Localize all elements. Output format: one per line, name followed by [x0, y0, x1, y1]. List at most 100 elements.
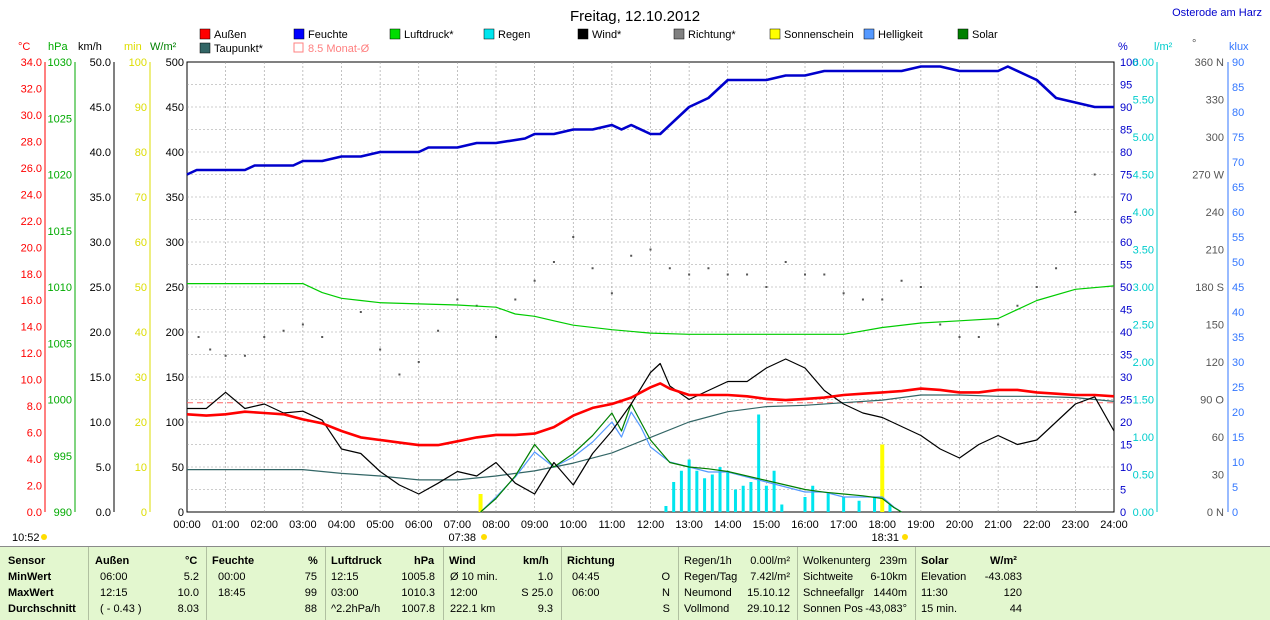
- series-richtung-point: [765, 286, 768, 288]
- stats-misc-label: Schneefallgr: [803, 587, 865, 599]
- series-richtung-point: [688, 273, 691, 276]
- sun-tick: 60: [135, 237, 147, 249]
- legend-swatch: [483, 28, 495, 40]
- wind-unit-label: km/h: [78, 41, 102, 53]
- series-regen-bar: [703, 478, 707, 512]
- series-regen-bar: [695, 470, 699, 512]
- stats-misc-value: -43,083°: [865, 603, 907, 615]
- brightness-tick: 50: [1232, 257, 1244, 269]
- direction-tick: 180 S: [1195, 282, 1224, 294]
- series-richtung-point: [881, 298, 884, 301]
- wind-tick: 20.0: [90, 327, 111, 339]
- humidity-tick: 20: [1120, 417, 1132, 429]
- humidity-tick: 70: [1120, 192, 1132, 204]
- stats-rain-label: Vollmond: [684, 603, 730, 615]
- temp-tick: 24.0: [21, 189, 42, 201]
- x-tick: 09:00: [521, 519, 549, 531]
- stats-header-richtung: Richtung: [567, 555, 615, 567]
- series-regen-bar: [741, 485, 745, 512]
- stats-rain-value: 7.42l/m²: [750, 571, 790, 583]
- series-sonnenschein-bar: [880, 444, 885, 512]
- humidity-tick: 50: [1120, 282, 1132, 294]
- direction-tick: 300: [1206, 132, 1224, 144]
- stats-misc-value: 1440m: [873, 587, 907, 599]
- series-richtung-point: [359, 311, 362, 313]
- x-tick: 03:00: [289, 519, 317, 531]
- brightness-tick: 25: [1232, 382, 1244, 394]
- humidity-tick: 95: [1120, 80, 1132, 92]
- series-regen-bar: [664, 506, 668, 512]
- brightness-tick: 80: [1232, 107, 1244, 119]
- series-regen-bar: [811, 485, 815, 512]
- x-tick: 04:00: [328, 519, 356, 531]
- legend-label: Solar: [972, 29, 998, 41]
- stats-solar-value: 44: [1009, 603, 1022, 615]
- series-auen-line: [186, 382, 1115, 447]
- stats-richtung-value: O: [661, 571, 670, 583]
- rain-tick: 2.50: [1133, 320, 1154, 332]
- series-regen-bar: [726, 470, 730, 512]
- series-richtung-point: [707, 267, 710, 270]
- stats-row-label: MaxWert: [8, 587, 54, 599]
- direction-tick: 330: [1206, 95, 1224, 107]
- x-tick: 13:00: [675, 519, 703, 531]
- wind-tick: 40.0: [90, 147, 111, 159]
- series-richtung-point: [823, 273, 826, 276]
- stats-luftdruck-time: 12:15: [331, 571, 359, 583]
- temp-tick: 16.0: [21, 295, 42, 307]
- pressure-unit-label: hPa: [48, 41, 68, 53]
- series-richtung-point: [572, 236, 575, 238]
- direction-tick: 0 N: [1207, 507, 1224, 519]
- stats-solar-label: 15 min.: [921, 603, 958, 615]
- temp-tick: 18.0: [21, 269, 42, 281]
- series-richtung-point: [263, 336, 266, 338]
- brightness-tick: 20: [1232, 407, 1244, 419]
- solar-tick: 50: [172, 462, 184, 474]
- sun-tick: 40: [135, 327, 147, 339]
- corner-time: 10:52: [12, 532, 40, 544]
- stats-misc-label: Sonnen Pos: [803, 603, 863, 615]
- solar-tick: 150: [166, 372, 184, 384]
- pressure-tick: 1005: [48, 338, 72, 350]
- series-richtung-point: [861, 298, 864, 301]
- series-regen-bar: [672, 482, 676, 512]
- brightness-tick: 75: [1232, 132, 1244, 144]
- series-richtung-point: [649, 248, 652, 251]
- rain-tick: 5.50: [1133, 95, 1154, 107]
- rain-tick: 4.00: [1133, 207, 1154, 219]
- humidity-tick: 75: [1120, 170, 1132, 182]
- sun-tick: 80: [135, 147, 147, 159]
- sun-tick: 20: [135, 417, 147, 429]
- stats-header-solar: Solar: [921, 555, 949, 567]
- stats-solar-label: 11:30: [921, 587, 948, 599]
- legend-swatch: [577, 28, 589, 40]
- legend-label: Helligkeit: [878, 29, 923, 41]
- stats-wind-value: S 25.0: [521, 587, 553, 599]
- stats-header-wind: Wind: [449, 555, 476, 567]
- humidity-tick: 0: [1120, 507, 1126, 519]
- temp-tick: 0.0: [27, 507, 42, 519]
- wind-tick: 30.0: [90, 237, 111, 249]
- humidity-tick: 90: [1120, 102, 1132, 114]
- legend-label: Außen: [214, 29, 246, 41]
- direction-tick: 240: [1206, 207, 1224, 219]
- series-richtung-point: [784, 261, 787, 263]
- x-tick: 16:00: [791, 519, 819, 531]
- brightness-tick: 0: [1232, 507, 1238, 519]
- x-tick: 18:00: [868, 519, 896, 531]
- sun-icon: [41, 534, 47, 540]
- temp-tick: 6.0: [27, 428, 42, 440]
- stats-richtung-value: N: [662, 587, 670, 599]
- sun-tick: 50: [135, 282, 147, 294]
- solar-tick: 400: [166, 147, 184, 159]
- stats-feuchte-value: 88: [304, 603, 317, 615]
- direction-tick: 270 W: [1192, 170, 1224, 182]
- brightness-tick: 90: [1232, 57, 1244, 69]
- legend-label: Wind*: [592, 29, 622, 41]
- direction-unit-label: °: [1192, 38, 1196, 50]
- series-richtung-point: [900, 279, 903, 282]
- stats-rain-label: Regen/Tag: [684, 571, 738, 583]
- rain-unit-label: l/m²: [1154, 41, 1173, 53]
- series-regen-bar: [803, 497, 807, 512]
- series-richtung-point: [939, 323, 942, 326]
